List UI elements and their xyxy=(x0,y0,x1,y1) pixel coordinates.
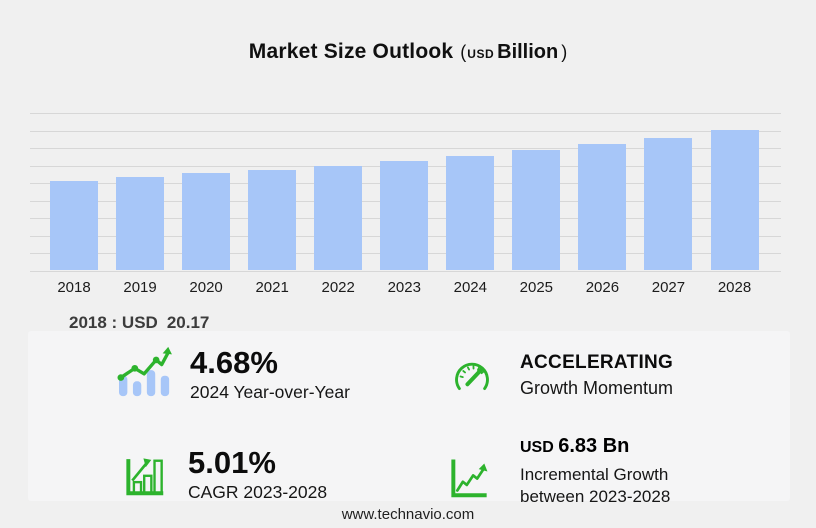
momentum-label: Growth Momentum xyxy=(520,378,674,398)
footer-url[interactable]: www.technavio.com xyxy=(341,506,475,523)
base-year-label: 2018 : USD xyxy=(69,313,158,332)
yoy-value: 4.68% xyxy=(190,345,278,380)
incremental-amount: 6.83 Bn xyxy=(558,435,630,457)
x-axis-label-2027: 2027 xyxy=(651,279,686,296)
bar-line-growth-icon xyxy=(116,346,174,403)
x-axis-label-2018: 2018 xyxy=(57,279,91,296)
incremental-currency: USD xyxy=(520,439,554,456)
bar-2022 xyxy=(314,165,363,271)
bar-2019 xyxy=(116,177,165,271)
bar-chart: 2018 2019 2020 2021 2022 2023 2024 2025 2026 2027… xyxy=(30,113,781,296)
x-axis-label-2028: 2028 xyxy=(717,279,752,296)
x-axis-label-2019: 2019 xyxy=(123,279,157,296)
bar-2026 xyxy=(578,144,627,271)
x-axis-label-2025: 2025 xyxy=(519,279,554,296)
x-axis-label-2024: 2024 xyxy=(453,279,487,296)
bar-chart-arrow-icon xyxy=(122,452,168,503)
bar-2024 xyxy=(446,155,495,271)
incremental-label-line1: Incremental Growth xyxy=(520,465,669,484)
title-unit: Billion xyxy=(497,41,559,63)
incremental-label-line2: between 2023-2028 xyxy=(520,487,671,507)
bar-2018 xyxy=(50,180,98,271)
cagr-label: CAGR 2023-2028 xyxy=(188,482,328,503)
title-paren-close: ) xyxy=(561,42,568,62)
incremental-value: USD 6.83 Bn xyxy=(520,435,670,458)
gridline xyxy=(30,148,781,149)
base-year-value: 20.17 xyxy=(166,313,210,332)
speedometer-icon xyxy=(448,357,496,402)
bar-2027 xyxy=(644,138,693,271)
x-axis-label-2023: 2023 xyxy=(387,279,421,296)
page-title: Market Size Outlook (USD Billion) xyxy=(0,40,816,64)
x-axis-label-2022: 2022 xyxy=(321,279,355,296)
cagr-value: 5.01% xyxy=(188,445,276,480)
stat-momentum: ACCELERATING Growth Momentum xyxy=(448,352,673,402)
gridline xyxy=(30,130,781,132)
gridline xyxy=(30,270,781,272)
stat-cagr: 5.01% CAGR 2023-2028 xyxy=(122,446,327,503)
momentum-value: ACCELERATING xyxy=(520,352,674,373)
stat-incremental: USD 6.83 Bn Incremental Growth between 2… xyxy=(448,435,670,508)
gridline xyxy=(30,113,781,114)
title-main: Market Size Outlook xyxy=(248,40,454,63)
bar-2020 xyxy=(182,173,231,271)
base-year-annotation: 2018 : USD 20.17 xyxy=(69,313,209,333)
bar-2021 xyxy=(248,169,297,271)
bar-2023 xyxy=(380,160,429,271)
x-axis-label-2020: 2020 xyxy=(189,279,223,296)
bar-2028 xyxy=(710,130,759,271)
x-axis-label-2026: 2026 xyxy=(585,279,620,296)
growth-axes-icon xyxy=(448,454,492,505)
yoy-label: 2024 Year-over-Year xyxy=(190,382,350,403)
title-currency: USD xyxy=(467,47,495,61)
x-axis-label-2021: 2021 xyxy=(255,279,289,296)
stat-yoy: 4.68% 2024 Year-over-Year xyxy=(116,346,350,403)
title-paren-open: ( xyxy=(460,42,467,62)
bar-2025 xyxy=(512,150,561,271)
